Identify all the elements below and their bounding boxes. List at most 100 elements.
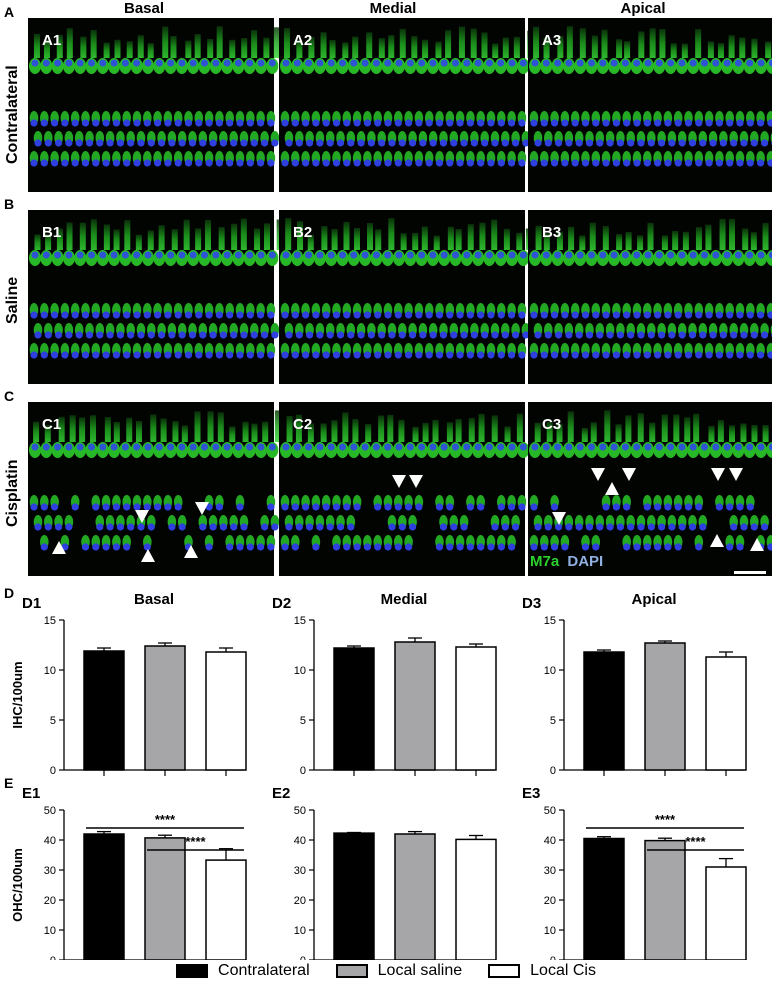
y-tick-label: 10	[294, 665, 306, 677]
significance-label: ****	[155, 812, 176, 827]
bar-local-cis	[205, 859, 247, 960]
bar-local-saline	[144, 837, 186, 960]
row-letter-d: D	[4, 585, 15, 601]
panel-label-b3: B3	[542, 224, 562, 241]
arrowhead-up-1	[141, 549, 155, 562]
y-tick-label: 10	[294, 925, 306, 937]
y-tick-label: 40	[544, 835, 556, 847]
bar-local-cis	[205, 651, 247, 771]
legend-label-local-saline: Local saline	[377, 962, 463, 979]
column-header-apical: Apical	[620, 0, 666, 17]
chart-panel-label: E2	[272, 785, 290, 802]
y-tick-label: 30	[544, 865, 556, 877]
y-tick-label: 5	[300, 715, 306, 727]
y-tick-label: 10	[44, 665, 56, 677]
micrograph-b1	[28, 210, 283, 384]
micrograph-a3	[528, 18, 772, 192]
y-tick-label: 0	[550, 765, 556, 777]
chart-panel-label: D3	[522, 595, 541, 612]
bar-local-cis	[455, 646, 497, 771]
bar-contralateral	[83, 650, 125, 771]
panel-label-b2: B2	[293, 224, 313, 241]
stain-dapi-label: DAPI	[567, 553, 604, 570]
y-tick-label: 20	[44, 895, 56, 907]
panel-label-a3: A3	[542, 32, 562, 49]
bar-contralateral	[583, 651, 625, 771]
chart-legend: Contralateral Local saline Local Cis	[0, 962, 772, 980]
bar-local-saline	[394, 833, 436, 960]
chart-d3: D3 Apical 0 5 10 15	[522, 591, 747, 777]
y-tick-label: 5	[50, 715, 56, 727]
y-tick-label: 30	[294, 865, 306, 877]
micrograph-c1	[28, 402, 281, 576]
chart-panel-label: E3	[522, 785, 540, 802]
bar-local-saline	[144, 645, 186, 771]
y-tick-label: 15	[544, 615, 556, 627]
bar-local-cis	[455, 838, 497, 960]
y-tick-label: 50	[544, 805, 556, 817]
legend-label-local-cis: Local Cis	[530, 962, 596, 979]
micrograph-b3	[528, 210, 772, 384]
y-tick-label: 15	[44, 615, 56, 627]
chart-d2: D2 Medial 0 5 10 15	[272, 591, 497, 777]
scale-bar	[734, 571, 766, 574]
chart-e2: E2 0 10 20 30 40 50	[272, 785, 497, 960]
stain-legend: M7a DAPI	[530, 553, 603, 570]
bar-local-cis	[705, 866, 747, 960]
y-tick-label: 0	[550, 955, 556, 960]
column-header-basal: Basal	[123, 0, 165, 17]
legend-item-local-cis: Local Cis	[488, 962, 596, 980]
row-letter-c: C	[4, 388, 15, 404]
y-tick-label: 10	[544, 925, 556, 937]
bar-local-saline	[644, 839, 686, 960]
y-tick-label: 20	[544, 895, 556, 907]
panel-label-a2: A2	[293, 32, 313, 49]
bar-contralateral	[83, 833, 125, 960]
y-tick-label: 15	[294, 615, 306, 627]
y-tick-label: 30	[44, 865, 56, 877]
stain-m7a-label: M7a	[530, 553, 560, 570]
legend-swatch-local-cis	[488, 964, 521, 978]
chart-ylabel: IHC/100um	[10, 661, 25, 728]
chart-e1: E1 OHC/100um 0 10 20 30 40 50 **** ****	[10, 785, 247, 960]
chart-panel-label: D2	[272, 595, 291, 612]
arrowhead-up-0	[52, 541, 66, 554]
significance-label: ****	[185, 834, 206, 849]
y-tick-label: 5	[550, 715, 556, 727]
chart-e3: E3 0 10 20 30 40 50 **** ****	[522, 785, 747, 960]
row-letter-e: E	[4, 775, 14, 791]
arrowhead-down-3	[409, 475, 423, 488]
arrowhead-down-2	[392, 475, 406, 488]
y-tick-label: 10	[544, 665, 556, 677]
bar-local-cis	[705, 656, 747, 771]
arrowhead-down-1	[195, 502, 209, 515]
chart-panel-label: E1	[22, 785, 40, 802]
bar-contralateral	[333, 832, 375, 960]
y-tick-label: 50	[44, 805, 56, 817]
y-tick-label: 50	[294, 805, 306, 817]
arrowhead-down-5	[622, 468, 636, 481]
y-tick-label: 40	[294, 835, 306, 847]
y-tick-label: 20	[294, 895, 306, 907]
panel-label-a1: A1	[42, 32, 62, 49]
micrograph-c3	[528, 402, 772, 576]
micrograph-a1	[28, 18, 280, 192]
chart-d1: D1 Basal IHC/100um 0 5 10 15	[10, 591, 247, 777]
legend-swatch-contralateral	[176, 964, 209, 978]
arrowhead-up-3	[605, 482, 619, 495]
panel-label-c1: C1	[42, 416, 62, 433]
arrowhead-down-8	[552, 512, 566, 525]
micrograph-c2	[279, 402, 535, 576]
legend-label-contralateral: Contralateral	[218, 962, 310, 979]
panel-label-c3: C3	[542, 416, 562, 433]
chart-panel-label: D1	[22, 595, 41, 612]
y-tick-label: 0	[50, 765, 56, 777]
arrowhead-up-2	[184, 545, 198, 558]
arrowhead-up-5	[750, 538, 764, 551]
row-letter-a: A	[4, 4, 15, 20]
significance-label: ****	[655, 812, 676, 827]
y-tick-label: 0	[300, 955, 306, 960]
significance-label: ****	[685, 834, 706, 849]
y-tick-label: 40	[44, 835, 56, 847]
